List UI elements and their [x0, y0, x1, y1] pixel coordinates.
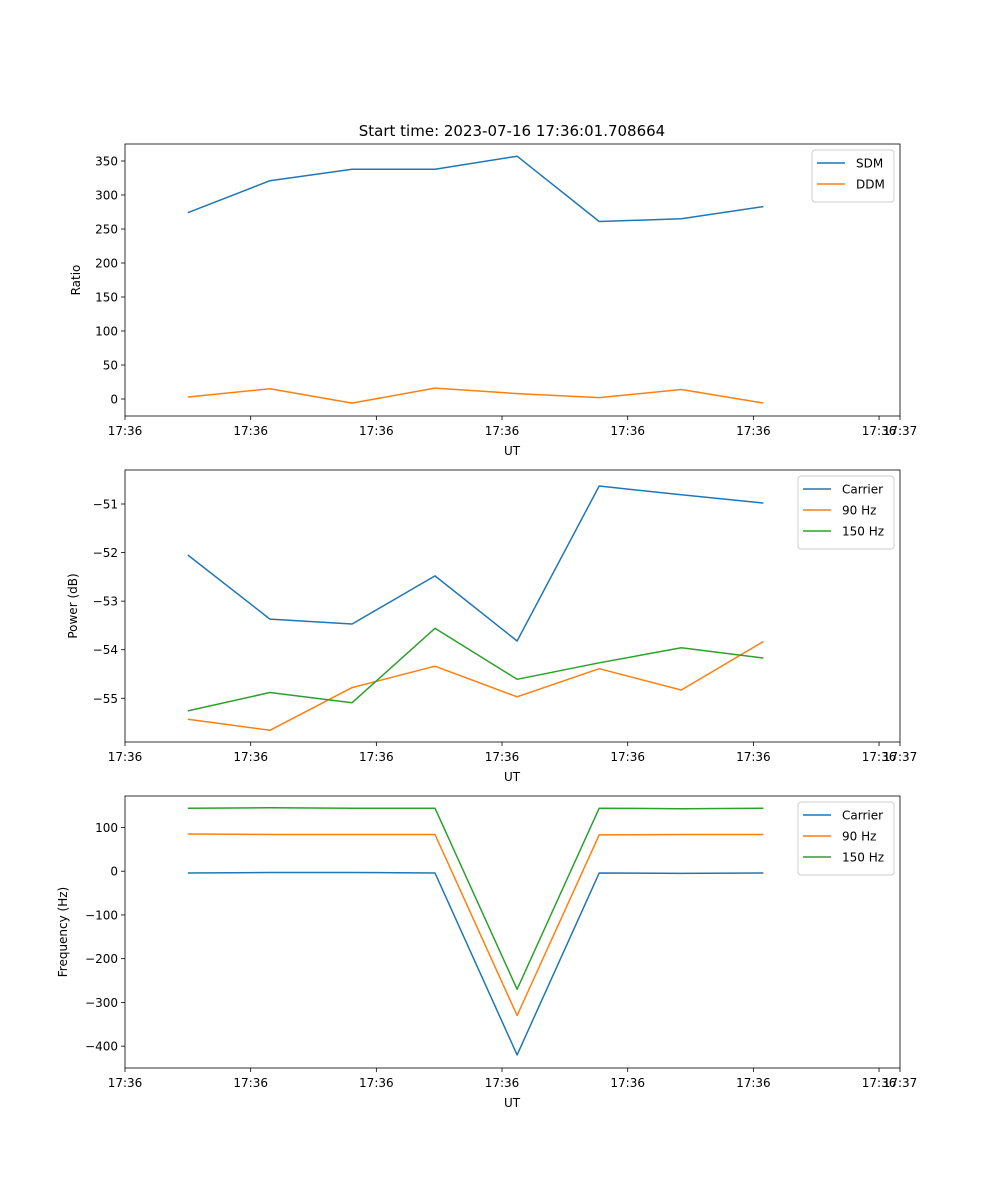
x-tick-label: 17:36 — [108, 1076, 143, 1090]
legend-label: 150 Hz — [842, 525, 884, 539]
axes-frame — [124, 469, 901, 743]
x-tick-label: 17:37 — [883, 424, 918, 438]
chart-panel-1: 17:36 17:36 17:36 17:36 17:36 17:36 17:3617:37… — [69, 143, 918, 458]
x-tick-label: 17:36 — [359, 750, 394, 764]
y-tick-label: 100 — [95, 325, 118, 339]
legend-label: SDM — [856, 157, 883, 171]
y-tick-label: −54 — [93, 643, 118, 657]
legend-label: Carrier — [842, 809, 883, 823]
x-tick-label: 17:36 — [862, 750, 897, 764]
x-tick-label: 17:36 — [736, 750, 771, 764]
y-tick-label: −52 — [93, 546, 118, 560]
y-axis-label: Frequency (Hz) — [56, 887, 70, 978]
axes-frame — [124, 795, 901, 1069]
y-tick-label: 0 — [110, 393, 118, 407]
y-tick-label: 100 — [95, 821, 118, 835]
series-line-90-hz — [187, 833, 764, 1017]
chart-panel-2: 17:36 17:36 17:36 17:36 17:36 17:36 17:3617:37… — [66, 469, 918, 784]
legend-label: 90 Hz — [842, 830, 876, 844]
x-tick-label: 17:36 — [108, 750, 143, 764]
x-tick-label: 17:36 — [233, 1076, 268, 1090]
y-tick-label: −300 — [85, 996, 118, 1010]
x-tick-label: 17:36 — [610, 750, 645, 764]
y-tick-label: 350 — [95, 155, 118, 169]
figure-title: Start time: 2023-07-16 17:36:01.708664 — [359, 122, 665, 140]
x-tick-label: 17:36 — [485, 424, 520, 438]
y-tick-label: 250 — [95, 223, 118, 237]
y-tick-label: −200 — [85, 952, 118, 966]
x-tick-label: 17:36 — [610, 424, 645, 438]
legend-label: 90 Hz — [842, 504, 876, 518]
legend-label: Carrier — [842, 483, 883, 497]
x-tick-label: 17:36 — [233, 424, 268, 438]
y-tick-label: 150 — [95, 291, 118, 305]
y-tick-label: 300 — [95, 189, 118, 203]
x-tick-label: 17:36 — [485, 750, 520, 764]
x-tick-label: 17:37 — [883, 750, 918, 764]
series-line-carrier — [187, 871, 764, 1056]
legend: Carrier 90 Hz 150 Hz — [797, 801, 895, 876]
y-tick-label: −55 — [93, 692, 118, 706]
x-axis-label: UT — [504, 444, 521, 458]
series-line-90-hz — [187, 640, 764, 732]
series-line-sdm — [187, 155, 764, 223]
y-tick-label: 0 — [110, 865, 118, 879]
chart-panel-3: 17:36 17:36 17:36 17:36 17:36 17:36 17:3617:37… — [56, 795, 918, 1110]
y-tick-label: −100 — [85, 908, 118, 922]
x-tick-label: 17:36 — [610, 1076, 645, 1090]
legend: SDM DDM — [811, 149, 895, 203]
legend-label: DDM — [856, 178, 885, 192]
y-axis-label: Power (dB) — [66, 573, 80, 638]
y-tick-label: −51 — [93, 498, 118, 512]
x-tick-label: 17:36 — [108, 424, 143, 438]
series-line-ddm — [187, 387, 764, 404]
x-tick-label: 17:36 — [233, 750, 268, 764]
x-tick-label: 17:36 — [485, 1076, 520, 1090]
x-tick-label: 17:36 — [736, 424, 771, 438]
x-tick-label: 17:36 — [862, 424, 897, 438]
series-line-carrier — [187, 485, 764, 642]
legend-label: 150 Hz — [842, 851, 884, 865]
y-axis-label: Ratio — [69, 265, 83, 296]
series-line-150-hz — [187, 627, 764, 712]
x-tick-label: 17:37 — [883, 1076, 918, 1090]
x-tick-label: 17:36 — [359, 1076, 394, 1090]
y-tick-label: −400 — [85, 1040, 118, 1054]
series-line-150-hz — [187, 807, 764, 991]
x-axis-label: UT — [504, 770, 521, 784]
axes-frame — [124, 143, 901, 417]
x-tick-label: 17:36 — [359, 424, 394, 438]
x-tick-label: 17:36 — [736, 1076, 771, 1090]
y-tick-label: 200 — [95, 257, 118, 271]
y-tick-label: −53 — [93, 595, 118, 609]
x-axis-label: UT — [504, 1096, 521, 1110]
y-tick-label: 50 — [103, 359, 118, 373]
legend: Carrier 90 Hz 150 Hz — [797, 475, 895, 550]
x-tick-label: 17:36 — [862, 1076, 897, 1090]
